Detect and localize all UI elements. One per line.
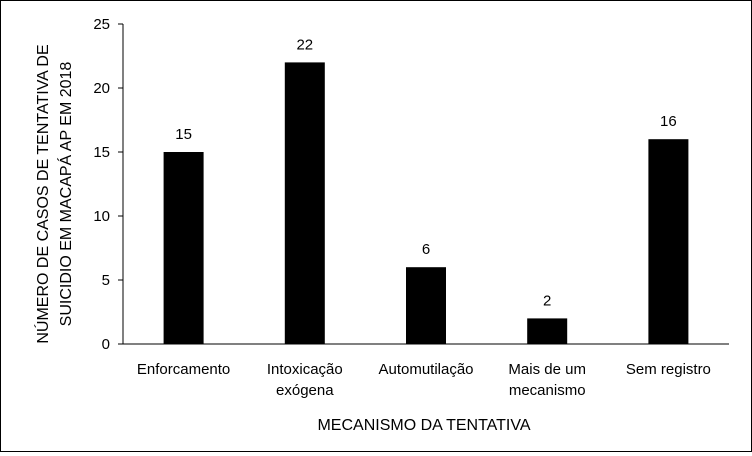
y-axis-title: NÚMERO DE CASOS DE TENTATIVA DE SUICIDIO … [33, 44, 75, 343]
x-category-label: Mais de um [508, 361, 586, 378]
data-label: 15 [175, 126, 192, 143]
data-label: 22 [296, 36, 313, 53]
data-labels: 15 22 6 2 16 [175, 36, 676, 309]
y-tick-label: 5 [102, 272, 110, 289]
bar [527, 318, 568, 344]
bar [648, 139, 689, 344]
x-axis-category-labels: Enforcamento Intoxicação exógena Automutila… [137, 361, 711, 399]
y-axis-ticks: 0 5 10 15 20 25 [93, 16, 123, 353]
x-category-label: exógena [276, 382, 334, 399]
bar [163, 152, 204, 344]
x-axis-title: MECANISMO DA TENTATIVA [317, 417, 530, 434]
x-category-label: Intoxicação [267, 361, 343, 378]
y-tick-label: 0 [102, 336, 110, 353]
y-axis-title-line: NÚMERO DE CASOS DE TENTATIVA DE [33, 44, 52, 343]
x-category-label: mecanismo [509, 382, 586, 399]
y-tick-label: 10 [93, 208, 110, 225]
y-tick-label: 15 [93, 144, 110, 161]
bars [163, 62, 689, 345]
bar [284, 62, 325, 345]
y-axis-title-line: SUICIDIO EM MACAPÁ AP EM 2018 [56, 62, 75, 327]
data-label: 2 [543, 292, 551, 309]
data-label: 6 [422, 241, 430, 258]
x-category-label: Sem registro [626, 361, 711, 378]
data-label: 16 [660, 113, 677, 130]
x-category-label: Enforcamento [137, 361, 230, 378]
y-tick-label: 20 [93, 80, 110, 97]
y-tick-label: 25 [93, 16, 110, 33]
bar [406, 267, 446, 344]
x-category-label: Automutilação [378, 361, 473, 378]
